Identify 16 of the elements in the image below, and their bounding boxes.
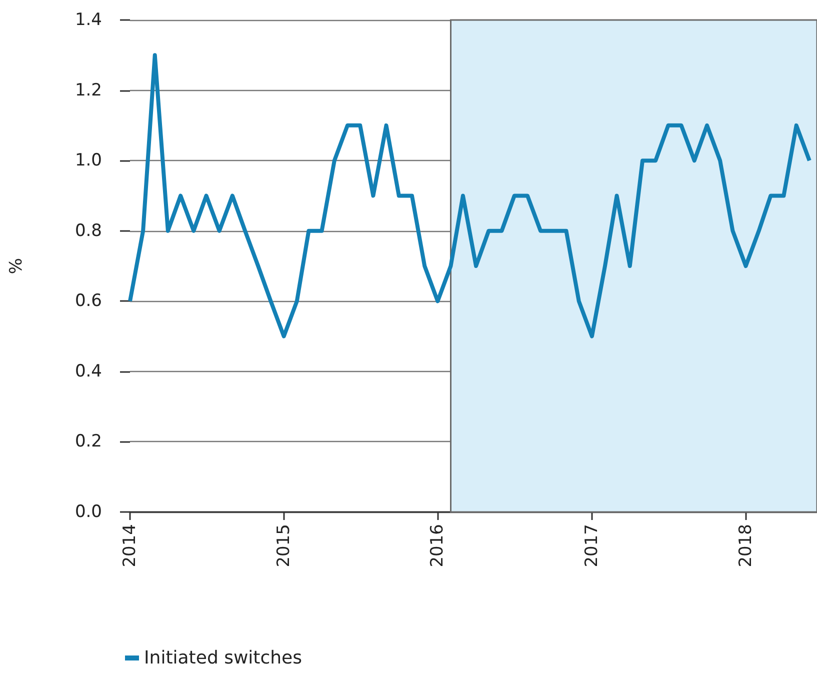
y-axis-title: % — [6, 258, 26, 274]
y-tick-label: 0.6 — [74, 291, 102, 312]
x-tick-label: 2015 — [274, 524, 294, 568]
x-tick-label: 2016 — [428, 524, 448, 568]
y-tick-label: 0.8 — [74, 220, 102, 241]
y-tick-label: 1.2 — [74, 80, 102, 100]
y-tick-label: 0.2 — [74, 432, 102, 452]
y-tick-label: 0.4 — [74, 361, 102, 382]
legend-label: Initiated switches — [144, 648, 302, 668]
x-tick-label: 2017 — [582, 524, 602, 568]
y-tick-label: 1.0 — [74, 150, 102, 171]
line-series — [128, 53, 812, 338]
y-tick-label: 1.4 — [74, 10, 102, 30]
x-tick-label: 2014 — [120, 524, 140, 568]
x-tick-label: 2018 — [736, 524, 756, 568]
y-tick-label: 0.0 — [74, 502, 102, 522]
